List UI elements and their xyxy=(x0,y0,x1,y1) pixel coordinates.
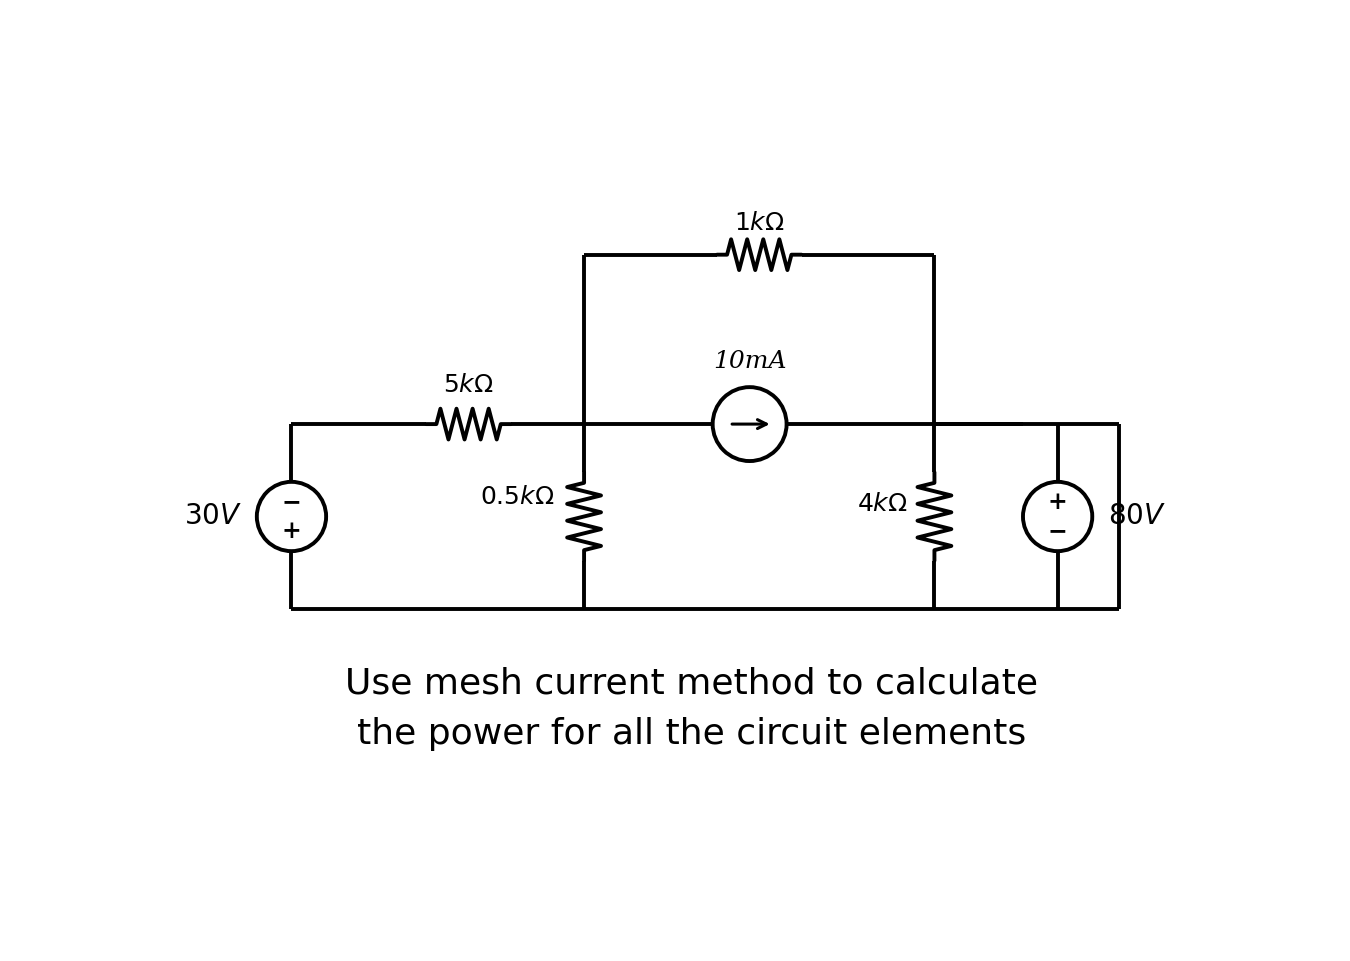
Text: 10mA: 10mA xyxy=(713,350,786,373)
Text: $30V$: $30V$ xyxy=(184,503,242,530)
Text: Use mesh current method to calculate
the power for all the circuit elements: Use mesh current method to calculate the… xyxy=(346,667,1038,752)
Text: +: + xyxy=(1048,490,1068,514)
Text: $80V$: $80V$ xyxy=(1108,503,1165,530)
Text: $4k\Omega$: $4k\Omega$ xyxy=(857,493,907,516)
Text: −: − xyxy=(1048,519,1068,543)
Text: $0.5k\Omega$: $0.5k\Omega$ xyxy=(481,485,555,508)
Text: −: − xyxy=(282,490,301,514)
Text: +: + xyxy=(282,519,301,543)
Text: $5k\Omega$: $5k\Omega$ xyxy=(443,374,494,397)
Text: $1k\Omega$: $1k\Omega$ xyxy=(734,212,784,235)
